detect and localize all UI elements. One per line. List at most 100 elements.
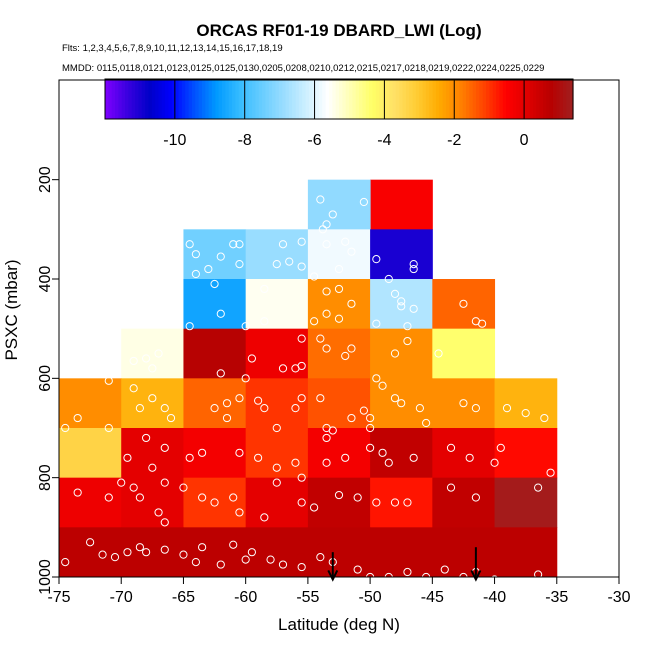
colorbar: -10 -8 -6 -4 -2 0	[104, 78, 574, 149]
data-point	[297, 237, 306, 246]
colorbar-swatch	[556, 79, 561, 119]
data-point	[341, 453, 350, 462]
colorbar-swatch	[318, 79, 323, 119]
colorbar-swatch	[222, 79, 226, 119]
heatmap-cell	[307, 428, 371, 479]
data-point	[272, 260, 281, 269]
data-point	[129, 384, 138, 393]
data-point	[322, 287, 331, 296]
colorbar-frame	[104, 78, 574, 120]
colorbar-tick-label: -2	[447, 132, 461, 149]
colorbar-swatch	[402, 79, 407, 119]
colorbar-swatch	[138, 79, 143, 119]
colorbar-swatch	[205, 79, 210, 119]
data-point	[179, 483, 188, 492]
data-point	[104, 423, 113, 433]
data-point	[235, 448, 244, 457]
colorbar-swatch	[429, 79, 434, 119]
data-point	[322, 344, 331, 353]
data-point	[490, 458, 499, 467]
colorbar-swatch	[145, 79, 150, 119]
colorbar-swatch	[502, 79, 507, 119]
data-point	[471, 404, 480, 413]
data-point	[316, 334, 325, 343]
heatmap-cell	[307, 527, 371, 578]
colorbar-swatch	[302, 79, 307, 119]
data-point	[235, 260, 244, 269]
data-point	[191, 269, 200, 279]
data-point	[521, 409, 530, 418]
colorbar-swatch	[489, 79, 494, 119]
data-point	[98, 550, 107, 559]
colorbar-swatch	[549, 79, 554, 119]
heatmap-cell	[307, 378, 371, 429]
data-point	[459, 399, 468, 408]
colorbar-swatch	[509, 79, 514, 119]
colorbar-swatch	[486, 79, 491, 119]
data-point	[322, 309, 331, 318]
colorbar-swatch	[128, 79, 133, 119]
data-point	[285, 257, 294, 266]
data-point	[397, 302, 406, 311]
data-point	[403, 498, 412, 507]
data-point	[272, 463, 281, 472]
colorbar-swatch	[305, 79, 310, 119]
heatmap-cell	[121, 428, 184, 479]
heatmap-cell	[121, 527, 184, 578]
colorbar-swatch	[496, 79, 501, 119]
data-point	[73, 413, 82, 423]
data-point	[241, 555, 250, 564]
data-point	[260, 513, 269, 522]
data-point	[61, 558, 70, 567]
data-point	[247, 548, 256, 557]
colorbar-swatch	[328, 79, 333, 119]
data-point	[434, 349, 443, 358]
data-point	[210, 279, 219, 289]
colorbar-swatch	[278, 79, 283, 119]
data-point	[198, 448, 207, 457]
data-point	[142, 548, 151, 557]
colorbar-swatch	[476, 79, 480, 119]
colorbar-swatch	[439, 79, 444, 119]
colorbar-swatch	[285, 79, 290, 119]
colorbar-swatch	[272, 79, 277, 119]
subtitle-flights: Flts: 1,2,3,4,5,6,7,8,9,10,11,12,13,14,1…	[62, 43, 283, 54]
data-point	[291, 458, 300, 467]
colorbar-swatch	[125, 79, 129, 119]
data-point	[366, 443, 375, 452]
colorbar-swatch	[442, 79, 447, 119]
data-point	[160, 545, 169, 554]
data-point	[440, 565, 449, 574]
colorbar-swatch	[332, 79, 337, 119]
heatmap-cell	[432, 527, 496, 578]
data-point	[322, 458, 331, 467]
colorbar-swatch	[201, 79, 206, 119]
data-point	[310, 503, 319, 512]
data-point	[241, 322, 250, 331]
data-point	[372, 255, 381, 264]
colorbar-swatch	[228, 79, 233, 119]
colorbar-swatch	[258, 79, 263, 119]
data-point	[216, 560, 225, 569]
data-point	[390, 394, 400, 403]
data-point	[471, 493, 480, 502]
data-point	[129, 356, 138, 366]
colorbar-swatch	[526, 79, 531, 119]
x-tick-label: -35	[545, 589, 568, 606]
colorbar-swatch	[155, 79, 160, 119]
colorbar-swatch	[349, 79, 353, 119]
data-point	[278, 560, 288, 569]
data-point	[154, 508, 163, 517]
colorbar-swatch	[308, 79, 313, 119]
data-point	[341, 351, 350, 361]
data-point	[372, 319, 381, 328]
heatmap-cell	[245, 477, 309, 528]
colorbar-swatch	[412, 79, 417, 119]
heatmap-cell	[370, 279, 433, 330]
data-point	[459, 299, 468, 308]
heatmap-cell	[307, 477, 371, 528]
colorbar-swatch	[115, 79, 119, 119]
data-point	[61, 423, 70, 433]
data-point	[347, 344, 356, 353]
data-point	[347, 299, 356, 308]
